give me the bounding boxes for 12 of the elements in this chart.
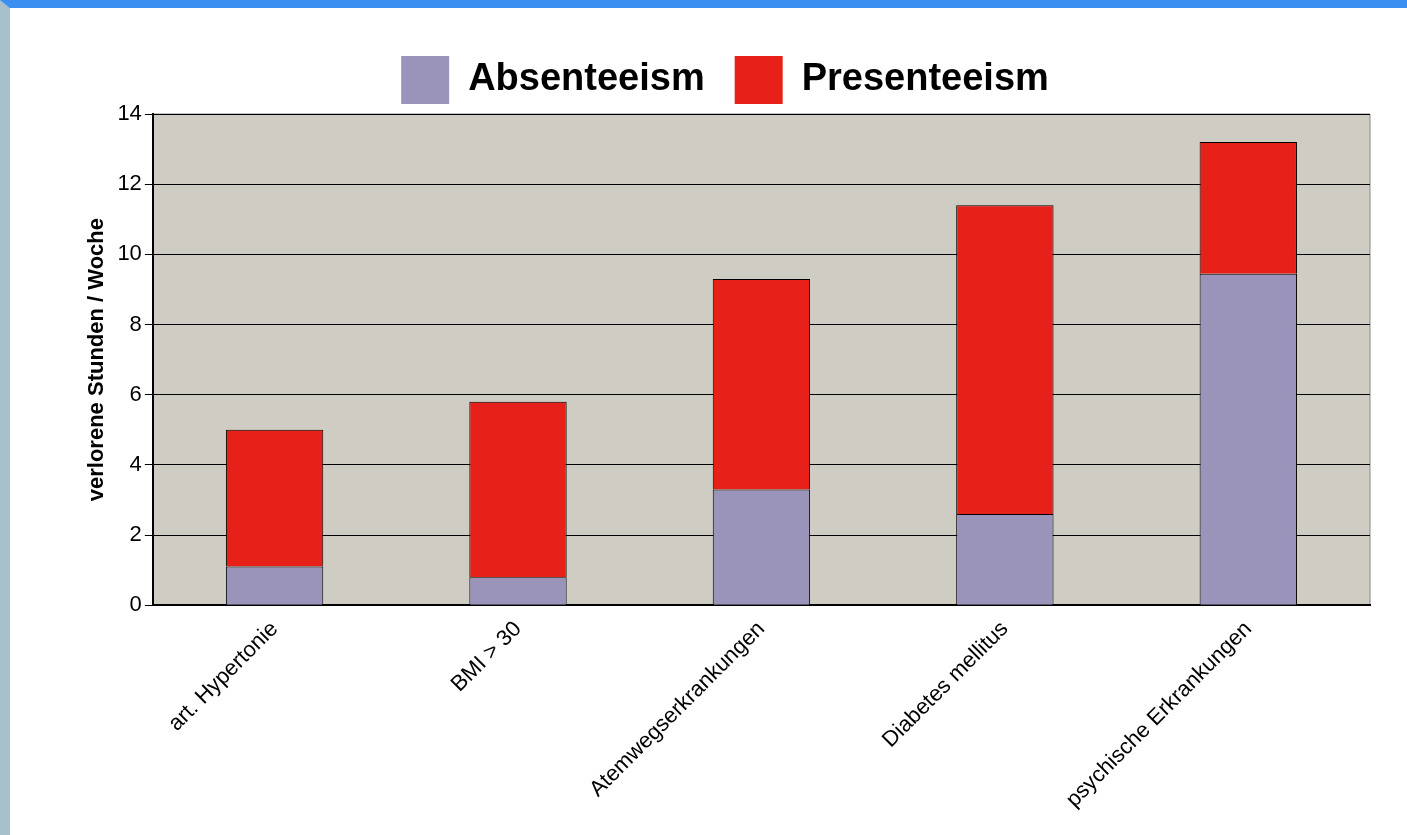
y-tick-label: 10 <box>117 240 142 266</box>
y-tick-label: 2 <box>129 521 142 547</box>
legend-label: Absenteeism <box>468 56 705 99</box>
x-tick-label: BMI > 30 <box>445 615 526 697</box>
y-tick-label: 8 <box>129 310 142 336</box>
y-tick-label: 0 <box>129 591 142 617</box>
y-tick-label: 14 <box>117 100 142 126</box>
y-tick-label: 12 <box>117 170 142 196</box>
y-axis-title: verlorene Stunden / Woche <box>83 217 109 502</box>
legend-label: Presenteeism <box>801 56 1049 99</box>
y-tick-label: 4 <box>129 450 142 476</box>
y-tick-label: 6 <box>129 380 142 406</box>
